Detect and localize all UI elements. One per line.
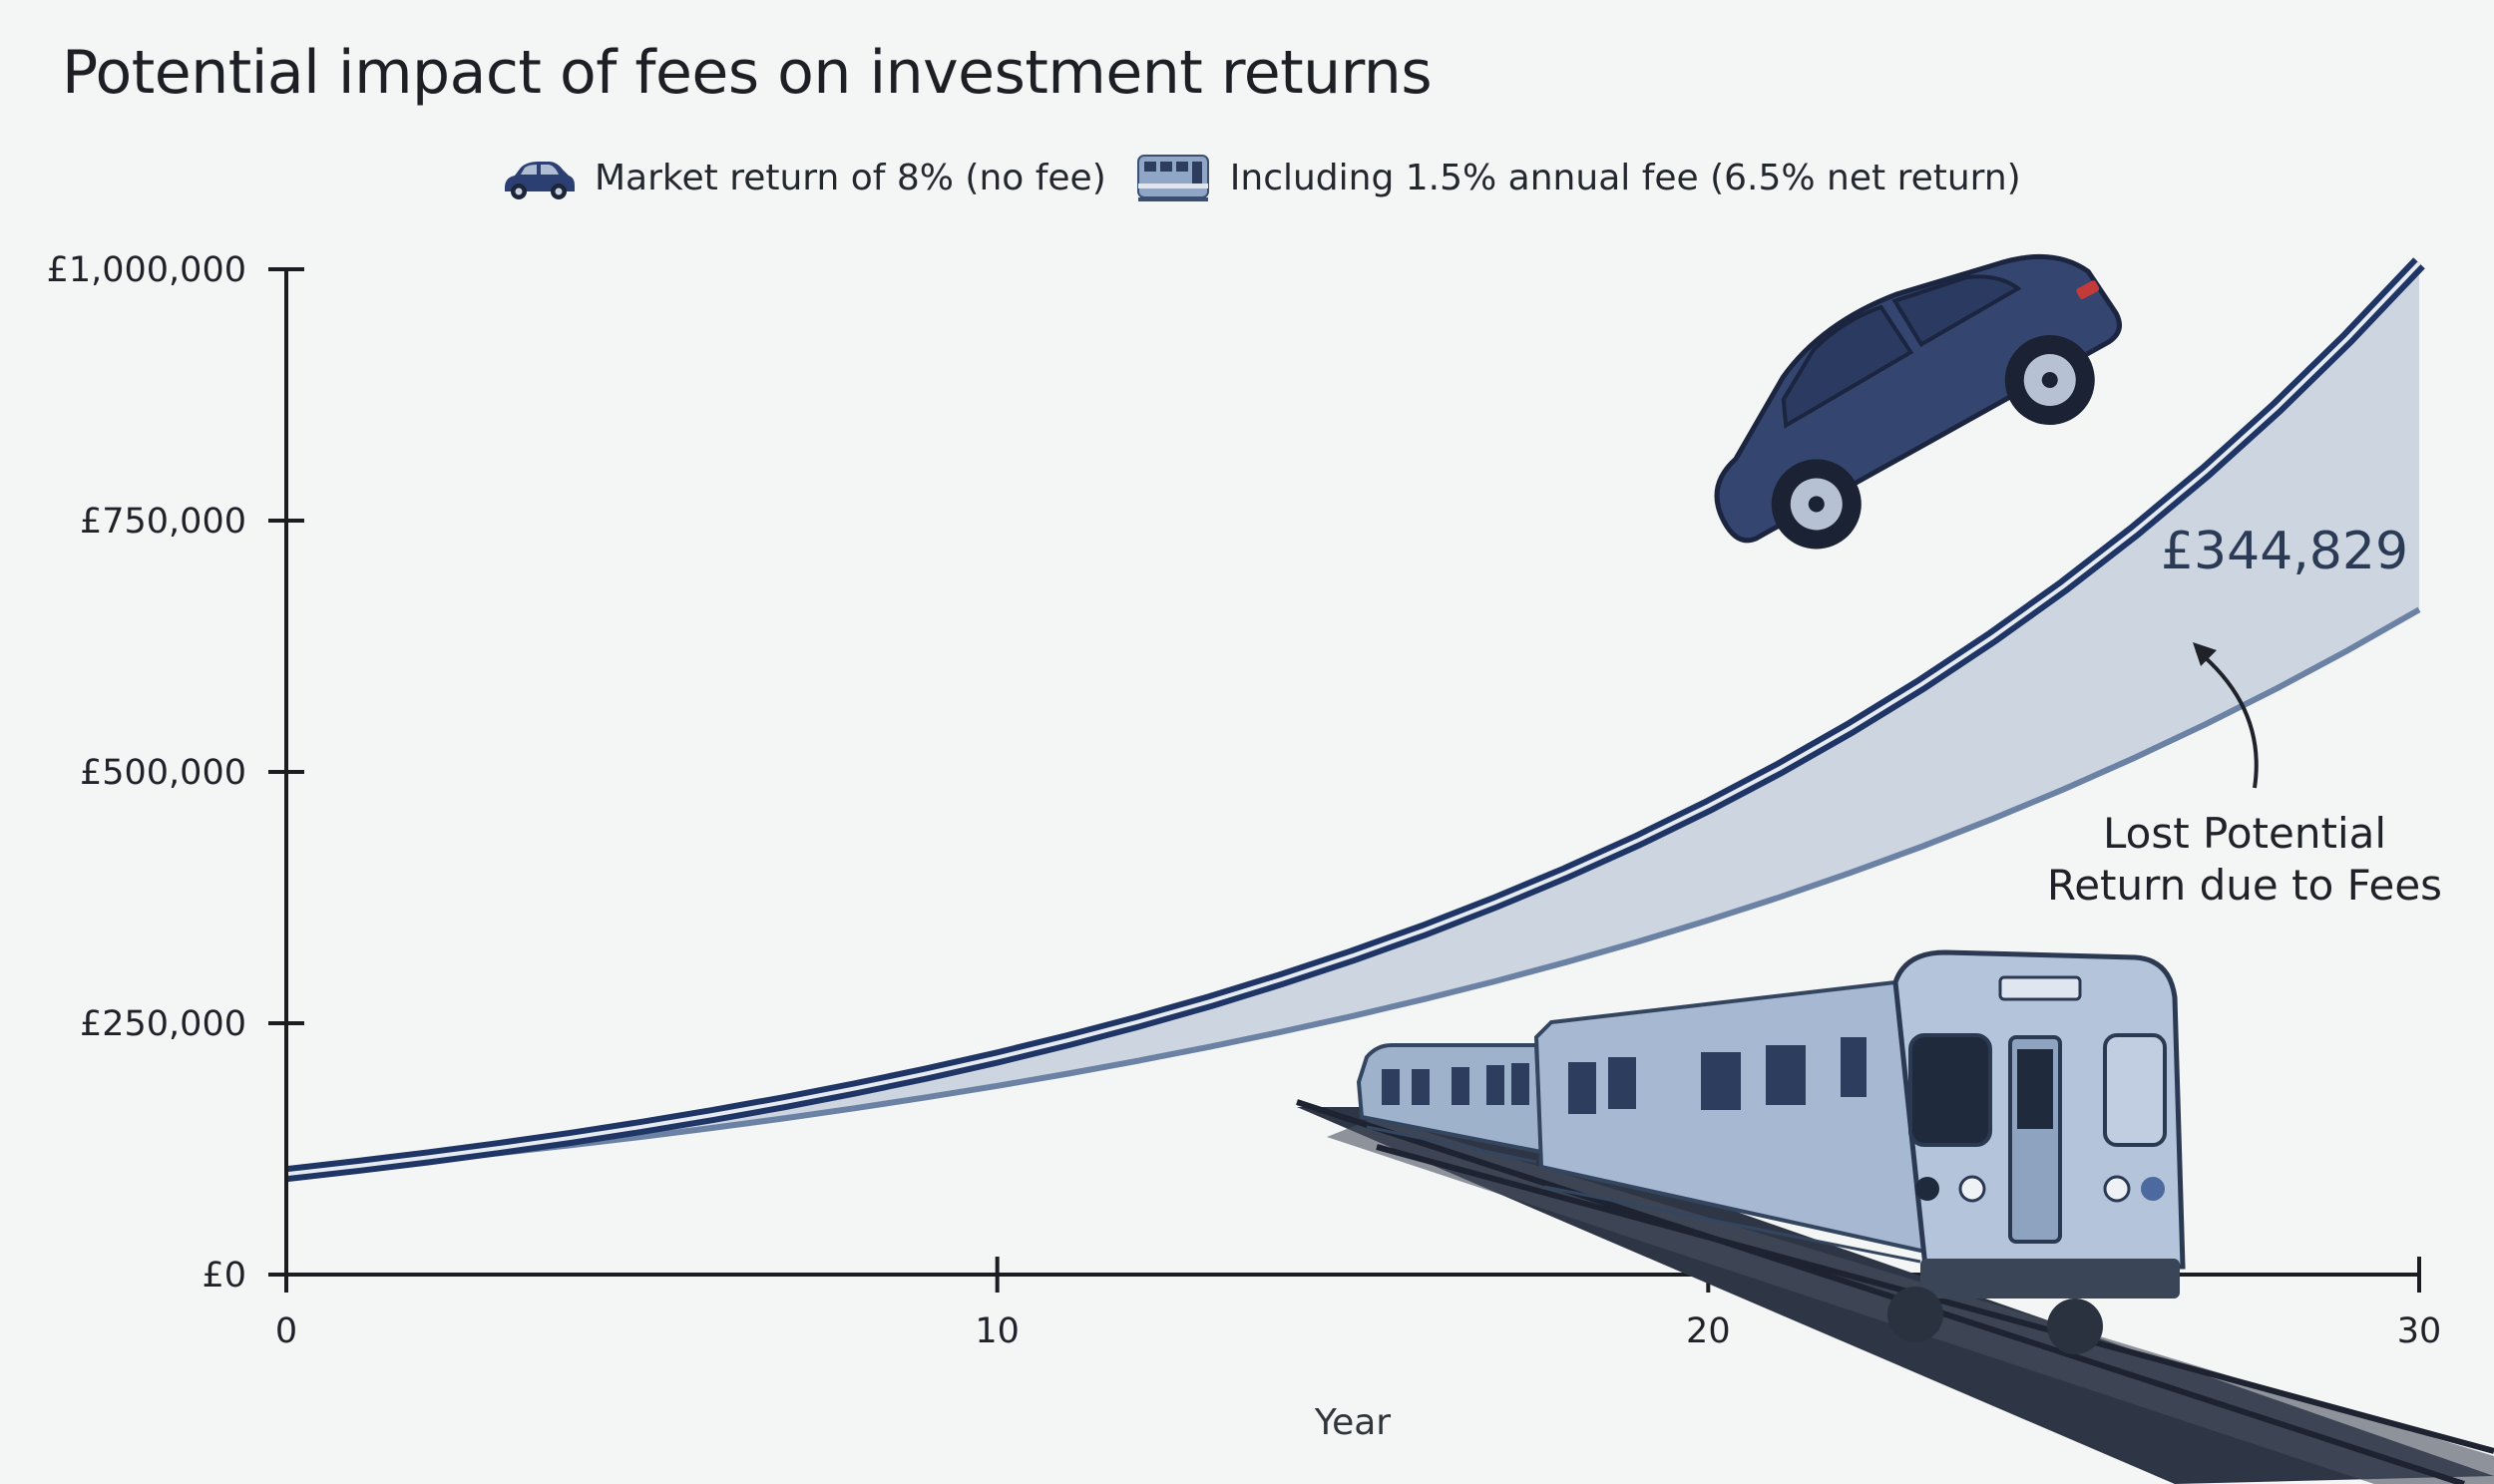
- car-icon: [505, 162, 575, 199]
- x-tick-label-3: 30: [2397, 1311, 2442, 1351]
- y-tick-label-3: £750,000: [80, 502, 246, 542]
- y-tick-label-2: £500,000: [80, 753, 246, 793]
- lost-return-area: [286, 262, 2419, 1175]
- series-layer: [285, 257, 2425, 1183]
- legend-item-fee: Including 1.5% annual fee (6.5% net retu…: [1134, 148, 2021, 207]
- train-illustration: [1296, 949, 2494, 1484]
- gap-caption-line1: Lost Potential: [2103, 809, 2386, 858]
- legend-label-market: Market return of 8% (no fee): [595, 157, 1106, 198]
- y-tick-label-1: £250,000: [80, 1004, 246, 1044]
- annotation-arrowhead: [2193, 642, 2217, 666]
- x-tick-label-2: 20: [1686, 1311, 1731, 1351]
- legend-label-fee: Including 1.5% annual fee (6.5% net retu…: [1229, 157, 2021, 198]
- annotations: £344,829 Lost Potential Return due to Fe…: [2047, 522, 2442, 910]
- x-tick-label-1: 10: [975, 1311, 1020, 1351]
- y-tick-label-4: £1,000,000: [47, 250, 246, 290]
- chart-title: Potential impact of fees on investment r…: [62, 38, 1433, 108]
- legend-item-market: Market return of 8% (no fee): [499, 148, 1106, 207]
- gap-value-label: £344,829: [2161, 522, 2408, 581]
- y-tick-label-0: £0: [202, 1256, 246, 1296]
- x-tick-label-0: 0: [275, 1311, 297, 1351]
- car-illustration: [1714, 253, 2122, 550]
- annotation-arrow: [2195, 648, 2259, 789]
- train-icon: [1136, 155, 1209, 201]
- gap-caption-line2: Return due to Fees: [2047, 861, 2442, 910]
- x-axis-title: Year: [1314, 1402, 1391, 1443]
- legend: Market return of 8% (no fee) Including 1…: [499, 148, 2049, 207]
